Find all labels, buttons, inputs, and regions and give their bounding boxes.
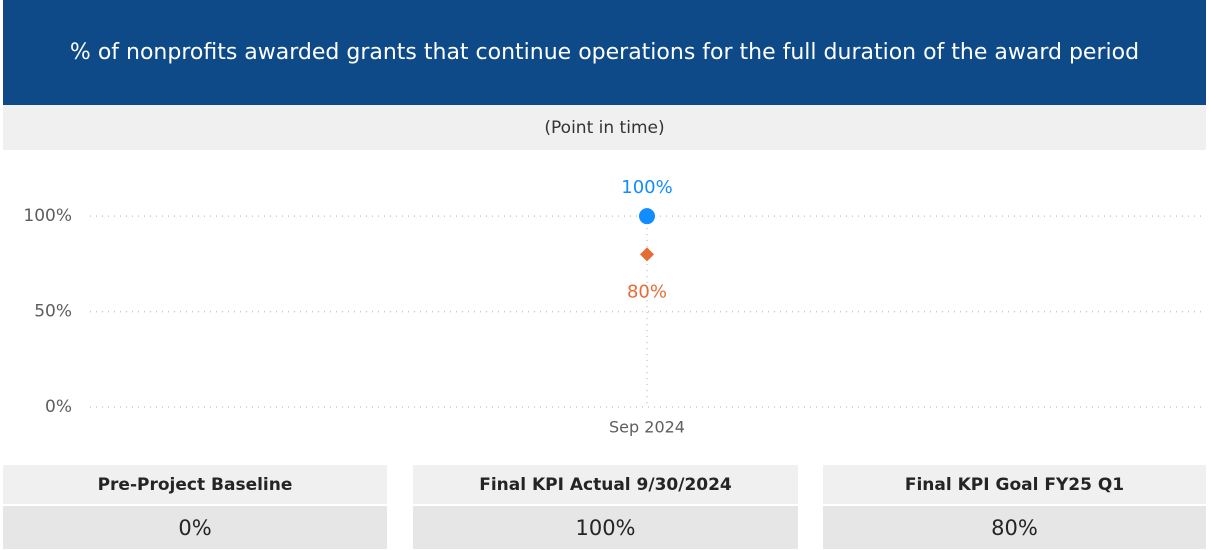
chart: 0% 50% 100% Sep 2024 100% 80% [23,177,1204,437]
card-label: Final KPI Actual 9/30/2024 [413,465,798,504]
marker [639,208,655,225]
y-tick-label: 50% [34,302,72,322]
card-label: Final KPI Goal FY25 Q1 [823,465,1206,504]
card: Final KPI Actual 9/30/2024 100% [413,465,798,549]
data-label: 100% [621,177,672,198]
marker [640,247,654,262]
card-value: 0% [3,506,387,549]
y-tick-label: 0% [45,397,72,417]
card-value: 100% [413,506,798,549]
data-label: 80% [627,281,667,302]
card: Pre-Project Baseline 0% [3,465,387,549]
card-label: Pre-Project Baseline [3,465,387,504]
x-tick-label: Sep 2024 [609,418,685,437]
card-value: 80% [823,506,1206,549]
title-bar: % of nonprofits awarded grants that cont… [3,0,1206,105]
subtitle-bar: (Point in time) [3,105,1206,150]
y-tick-label: 100% [23,206,72,226]
subtitle: (Point in time) [544,117,665,138]
card: Final KPI Goal FY25 Q1 80% [823,465,1206,549]
title: % of nonprofits awarded grants that cont… [69,39,1140,65]
